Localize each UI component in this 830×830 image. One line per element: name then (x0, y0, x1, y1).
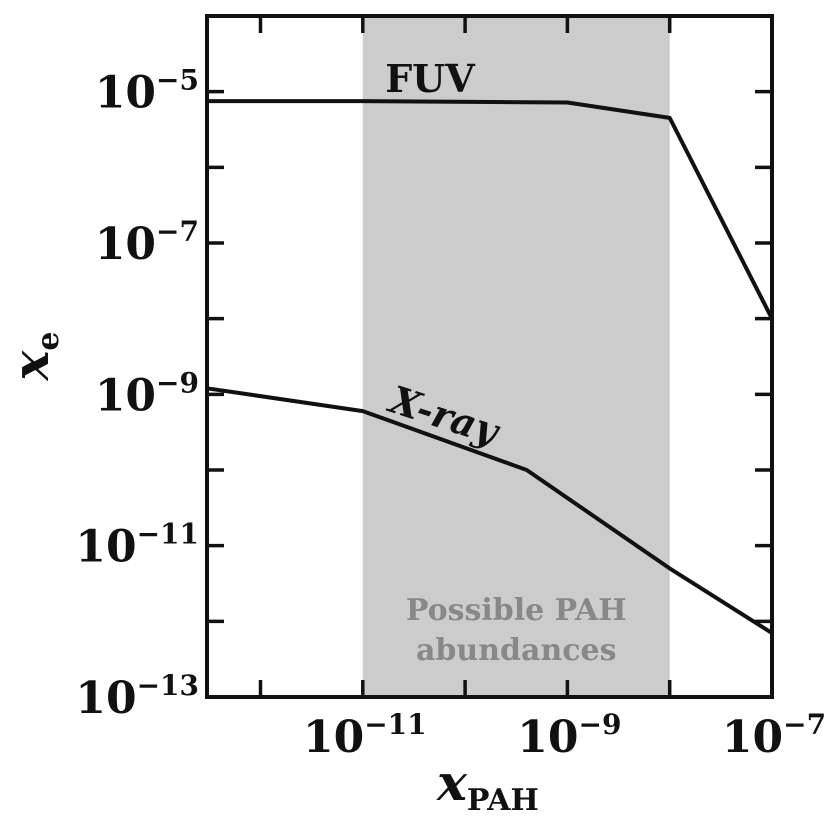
y-tick-label-1-base: 10 (75, 522, 136, 573)
y-tick-label-0: 10−13 (75, 669, 199, 724)
x-tick-label-1: 10−9 (517, 708, 621, 763)
y-tick-label-2: 10−9 (95, 366, 199, 421)
band-label-line-1: Possible PAH (406, 593, 627, 628)
x-tick-label-2-base: 10 (722, 712, 783, 763)
x-tick-label-1-base: 10 (517, 712, 578, 763)
x-axis-label: xPAH (436, 753, 539, 818)
x-axis-label-sub: PAH (467, 783, 539, 818)
x-tick-label-0-base: 10 (303, 712, 364, 763)
y-tick-label-3-base: 10 (95, 219, 156, 270)
series-lines (206, 99, 774, 635)
axis-ticks (207, 16, 774, 699)
y-tick-label-1-exp: −11 (137, 518, 199, 551)
y-tick-label-0-base: 10 (75, 673, 136, 724)
series-line-x-ray (206, 386, 774, 635)
y-axis-label: xe (1, 332, 66, 382)
y-tick-label-1: 10−11 (75, 518, 199, 573)
y-tick-label-2-exp: −9 (156, 366, 199, 399)
x-tick-label-2: 10−7 (722, 708, 826, 763)
y-tick-label-4: 10−5 (95, 64, 199, 119)
x-tick-label-2-exp: −7 (783, 708, 826, 741)
x-tick-label-0: 10−11 (303, 708, 427, 763)
series-line-fuv (207, 99, 774, 320)
x-tick-label-1-exp: −9 (579, 708, 622, 741)
series-label-fuv: FUV (385, 56, 476, 101)
band-label-line-2: abundances (416, 633, 617, 668)
y-tick-label-4-exp: −5 (156, 64, 199, 97)
y-axis-label-main: x (1, 349, 60, 381)
plot-frame (205, 14, 774, 699)
y-axis-label-sub: e (31, 332, 66, 351)
y-tick-label-3: 10−7 (95, 215, 199, 270)
x-tick-label-0-exp: −11 (364, 708, 426, 741)
y-tick-label-2-base: 10 (95, 370, 156, 421)
shaded-band-rect (362, 16, 670, 697)
shaded-band: Possible PAH abundances (362, 16, 670, 697)
x-axis-label-main: x (436, 753, 468, 812)
y-tick-label-4-base: 10 (95, 68, 156, 119)
y-tick-label-3-exp: −7 (156, 215, 199, 248)
y-tick-label-0-exp: −13 (137, 669, 199, 702)
